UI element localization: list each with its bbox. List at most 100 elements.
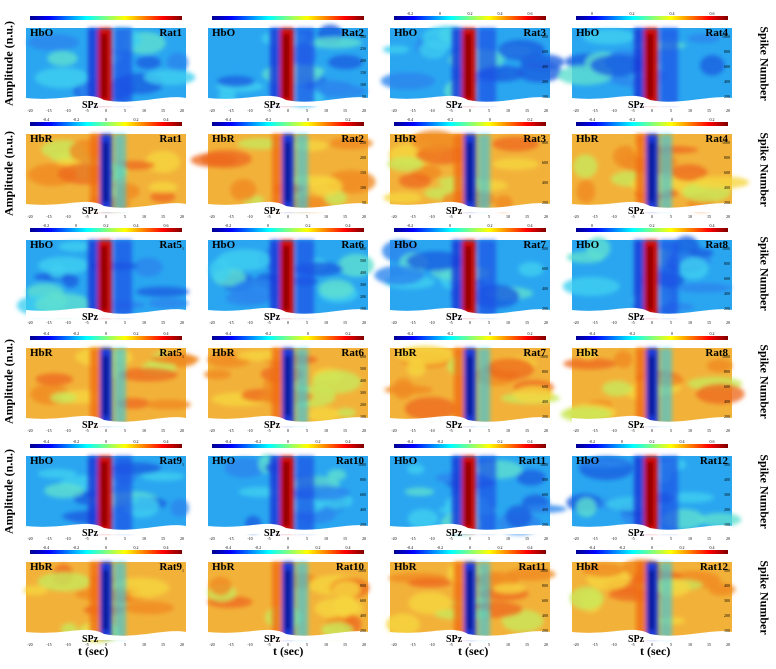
x-tick: -20 xyxy=(573,214,578,219)
x-tick: 10 xyxy=(324,536,328,541)
heatmap-patch xyxy=(35,373,74,386)
colorbar-tick: 0 xyxy=(469,439,471,444)
trough-core xyxy=(467,570,472,630)
colorbar-tick: 0.4 xyxy=(670,11,675,16)
colorbar-tick: -0.2 xyxy=(629,331,635,336)
colorbar-tick: 0 xyxy=(105,439,107,444)
spike-tick: 400 xyxy=(724,79,730,84)
ylabel-right-row4: Spike Number xyxy=(757,344,772,419)
colorbar-tick: 0.6 xyxy=(164,223,169,228)
heatmap-patch xyxy=(408,578,452,588)
signal-label: HbO xyxy=(576,27,600,39)
x-tick: 20 xyxy=(726,320,730,325)
heatmap-patch xyxy=(566,251,605,264)
x-tick: -15 xyxy=(228,536,233,541)
spike-tick: 300 xyxy=(360,34,366,39)
pre-dip-band xyxy=(452,456,462,532)
response-band xyxy=(270,240,314,316)
x-tick: 15 xyxy=(343,108,347,113)
x-tick: 0 xyxy=(105,536,107,541)
response-band xyxy=(270,456,314,532)
x-tick: 0 xyxy=(469,536,471,541)
colorbar-tick: 0 xyxy=(267,223,269,228)
colorbar-tick: -0.4 xyxy=(225,545,231,550)
x-tick: 15 xyxy=(525,642,529,647)
panel-rat11-hbo: -0.4 -0.2 0 0.2 0.4 HbO Rat11 SPz 1000 800 600 400 2… xyxy=(390,439,567,541)
signal-label: HbO xyxy=(30,239,54,251)
x-tick: 5 xyxy=(124,536,126,541)
post-dip-band xyxy=(660,456,678,532)
x-tick: 5 xyxy=(488,214,490,219)
x-tick: -5 xyxy=(631,214,634,219)
pre-dip-band xyxy=(88,240,98,316)
spike-tick: 200 xyxy=(542,79,548,84)
signal-label: HbO xyxy=(576,239,600,251)
x-tick: 5 xyxy=(306,428,308,433)
pre-dip-band xyxy=(270,240,280,316)
x-tick: -15 xyxy=(592,536,597,541)
x-tick: 0 xyxy=(287,320,289,325)
x-tick: -10 xyxy=(65,642,70,647)
x-tick: -20 xyxy=(209,536,214,541)
panel-rat10-hbo: -0.4 -0.2 0 0.2 0.4 HbO Rat10 SPz 1000 800 600 400 2… xyxy=(208,439,368,541)
signal-label: HbR xyxy=(394,347,418,359)
x-tick: -15 xyxy=(410,428,415,433)
colorbar-tick: 0 xyxy=(449,223,451,228)
peak-core xyxy=(283,34,289,98)
colorbar xyxy=(394,16,546,20)
x-tick: -10 xyxy=(611,536,616,541)
x-tick: 10 xyxy=(506,214,510,219)
rat-label: Rat8 xyxy=(705,239,728,251)
colorbar-tick: 0.2 xyxy=(134,545,139,550)
x-tick: -5 xyxy=(267,214,270,219)
x-tick: -15 xyxy=(410,642,415,647)
rat-label: Rat9 xyxy=(159,561,182,573)
spike-tick: 600 xyxy=(724,64,730,69)
colorbar-tick: 0.2 xyxy=(528,117,533,122)
x-tick: -10 xyxy=(247,536,252,541)
x-tick: -5 xyxy=(449,108,452,113)
colorbar-tick: 0 xyxy=(591,223,593,228)
spike-tick: 200 xyxy=(360,58,366,63)
x-tick: -15 xyxy=(592,320,597,325)
heatmap-patch xyxy=(150,191,176,203)
spike-tick: 400 xyxy=(360,613,366,618)
heatmap-patch xyxy=(133,257,163,277)
spike-tick: 400 xyxy=(542,180,548,185)
x-tick: 15 xyxy=(343,428,347,433)
spike-tick: 200 xyxy=(542,414,548,419)
ylabel-left-row1: Amplitude (n.u.) xyxy=(1,21,16,107)
spike-tick: 800 xyxy=(724,49,730,54)
heatmap-patch xyxy=(34,67,90,89)
heatmap-patch xyxy=(573,154,598,179)
spz-marker: SPz xyxy=(264,206,281,217)
spz-marker: SPz xyxy=(264,528,281,539)
x-tick: 10 xyxy=(688,642,692,647)
spike-tick: 1000 xyxy=(358,462,366,467)
rat-label: Rat3 xyxy=(523,133,546,145)
colorbar-tick: 0 xyxy=(671,331,673,336)
trough-core xyxy=(649,570,654,630)
x-tick: -10 xyxy=(65,536,70,541)
post-dip-band xyxy=(114,456,132,532)
spz-marker: SPz xyxy=(264,634,281,645)
x-tick: 10 xyxy=(324,428,328,433)
colorbar xyxy=(576,228,728,232)
x-tick: -15 xyxy=(46,320,51,325)
heatmap-patch xyxy=(203,369,232,380)
spz-marker: SPz xyxy=(446,312,463,323)
response-band xyxy=(88,28,132,104)
heatmap-patch xyxy=(492,583,526,594)
colorbar-tick: 0 xyxy=(307,117,309,122)
colorbar-tick: 0 xyxy=(489,117,491,122)
colorbar xyxy=(576,122,728,126)
trough-core xyxy=(285,570,290,630)
colorbar-tick: 0 xyxy=(671,117,673,122)
spz-marker: SPz xyxy=(264,100,281,111)
colorbar-tick: 0.2 xyxy=(498,439,503,444)
spike-tick: 50 xyxy=(362,94,366,99)
x-tick: -10 xyxy=(611,108,616,113)
colorbar-tick: 0.2 xyxy=(680,545,685,550)
